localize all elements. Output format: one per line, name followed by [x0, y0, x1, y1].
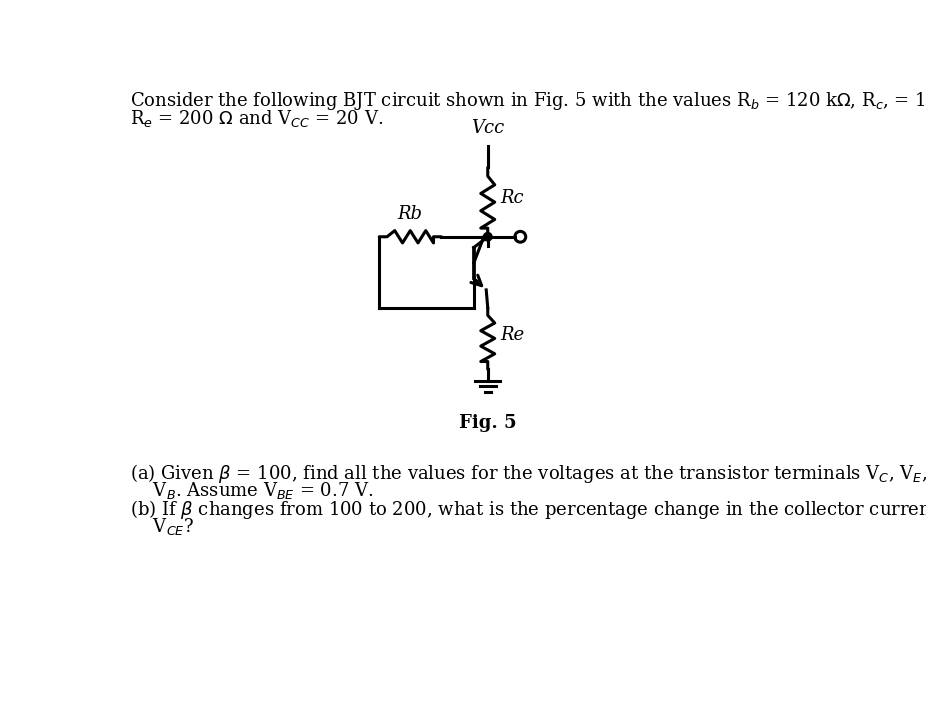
Circle shape: [483, 233, 492, 241]
Text: V$_{CE}$?: V$_{CE}$?: [130, 515, 194, 537]
Text: Vcc: Vcc: [471, 118, 505, 137]
Text: Rc: Rc: [500, 189, 524, 207]
Text: Rb: Rb: [398, 205, 423, 223]
Text: (b) If $\beta$ changes from 100 to 200, what is the percentage change in the col: (b) If $\beta$ changes from 100 to 200, …: [130, 498, 926, 521]
Text: R$_e$ = 200 $\Omega$ and V$_{CC}$ = 20 V.: R$_e$ = 200 $\Omega$ and V$_{CC}$ = 20 V…: [130, 108, 382, 129]
Text: Consider the following BJT circuit shown in Fig. 5 with the values R$_b$ = 120 k: Consider the following BJT circuit shown…: [130, 90, 926, 112]
Text: V$_B$. Assume V$_{BE}$ = 0.7 V.: V$_B$. Assume V$_{BE}$ = 0.7 V.: [130, 479, 373, 501]
Text: Re: Re: [500, 325, 524, 344]
Text: Fig. 5: Fig. 5: [459, 414, 517, 432]
Text: (a) Given $\beta$ = 100, find all the values for the voltages at the transistor : (a) Given $\beta$ = 100, find all the va…: [130, 462, 926, 485]
